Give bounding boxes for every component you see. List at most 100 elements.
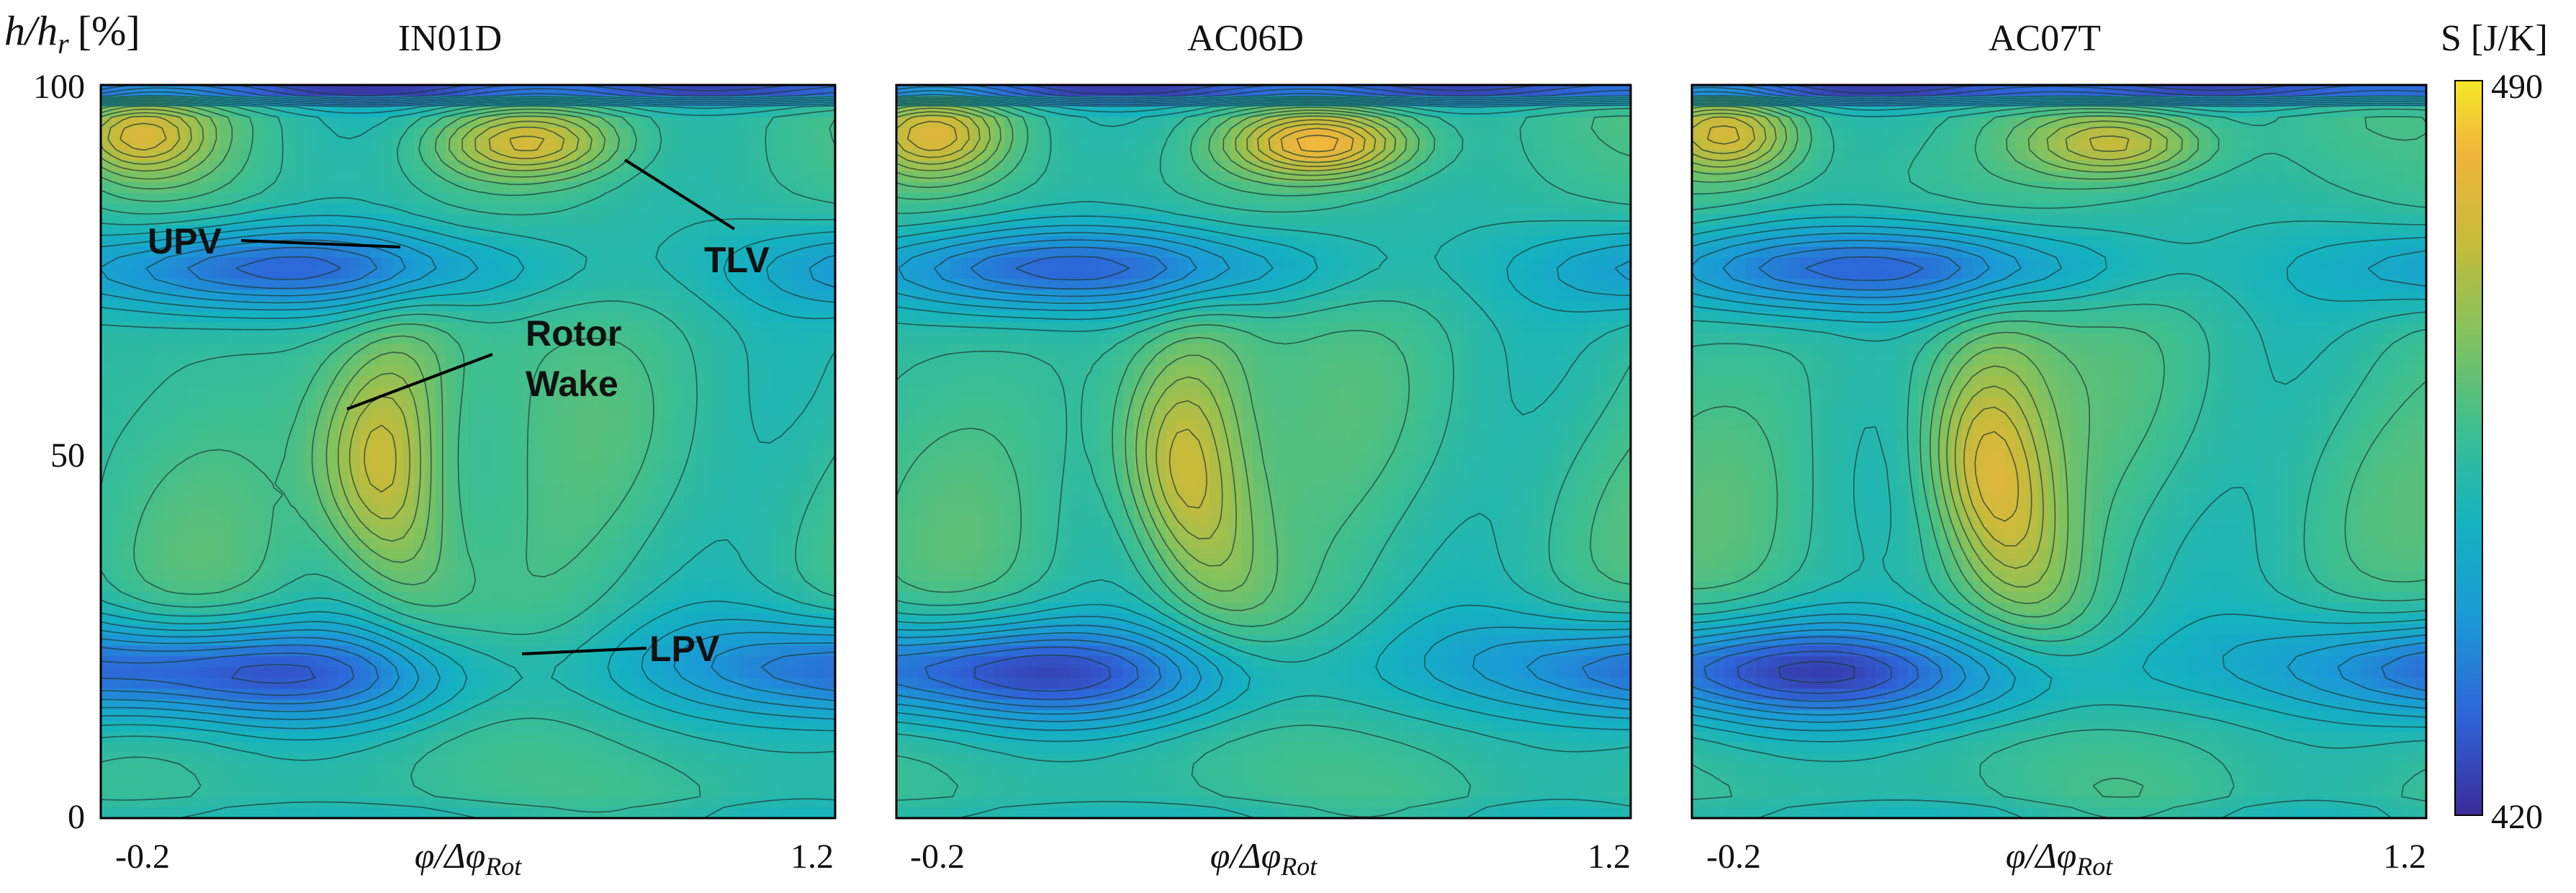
field-cell (662, 333, 674, 345)
field-cell (371, 732, 382, 744)
field-cell (1339, 127, 1351, 140)
field-cell (727, 354, 739, 367)
field-cell (252, 246, 264, 259)
field-cell (187, 796, 199, 808)
field-cell (673, 268, 685, 280)
field-cell (187, 753, 199, 765)
field-cell (371, 537, 382, 549)
field-cell (824, 580, 835, 593)
field-cell (803, 322, 814, 334)
field-cell (544, 85, 555, 97)
field-cell (198, 311, 210, 323)
field-cell (122, 656, 134, 668)
field-cell (770, 333, 782, 345)
field-cell (803, 268, 814, 280)
field-cell (641, 322, 652, 334)
field-cell (220, 117, 231, 129)
field-cell (176, 279, 188, 291)
field-cell (500, 181, 512, 194)
field-cell (274, 214, 285, 226)
field-cell (511, 344, 523, 356)
field-cell (490, 526, 501, 539)
field-cell (544, 807, 555, 818)
field-cell (814, 138, 825, 151)
field-cell (738, 408, 749, 420)
field-cell (230, 688, 242, 701)
field-cell (641, 775, 652, 786)
field-cell (468, 786, 479, 797)
field-cell (630, 678, 641, 690)
field-cell (425, 408, 436, 420)
field-cell (317, 710, 328, 722)
field-cell (166, 85, 177, 97)
field-cell (328, 387, 339, 398)
field-cell (554, 85, 566, 97)
field-cell (241, 398, 253, 409)
field-cell (673, 516, 685, 528)
field-cell (166, 667, 177, 679)
field-cell (468, 214, 479, 226)
field-cell (198, 764, 210, 776)
field-cell (101, 387, 112, 398)
field-cell (425, 117, 436, 129)
field-cell (166, 602, 177, 614)
field-cell (274, 311, 285, 323)
field-cell (166, 408, 177, 420)
field-cell (716, 807, 728, 818)
field-cell (187, 613, 199, 625)
field-cell (371, 419, 382, 431)
field-cell (500, 483, 512, 495)
field-cell (187, 462, 199, 474)
field-cell (1210, 85, 1221, 97)
field-cell (198, 570, 210, 582)
field-cell (306, 441, 318, 452)
field-cell (500, 127, 512, 140)
field-cell (760, 322, 771, 334)
field-cell (252, 127, 264, 140)
field-cell (425, 344, 436, 356)
field-cell (490, 311, 501, 323)
field-cell (349, 354, 361, 367)
field-cell (749, 203, 760, 215)
field-cell (490, 634, 501, 647)
field-cell (652, 333, 663, 345)
field-cell (133, 300, 145, 313)
field-cell (619, 376, 631, 387)
field-cell (338, 257, 350, 269)
field-cell (587, 203, 598, 215)
field-cell (544, 149, 555, 161)
field-cell (209, 203, 220, 215)
field-cell (295, 376, 307, 387)
field-cell (317, 138, 328, 151)
field-cell (101, 634, 112, 647)
field-cell (252, 678, 264, 690)
field-cell (101, 192, 112, 205)
field-cell (490, 354, 501, 367)
field-cell (803, 742, 814, 754)
field-cell (187, 570, 199, 582)
field-cell (263, 333, 274, 345)
field-cell (695, 667, 706, 679)
field-cell (187, 537, 199, 549)
field-cell (749, 160, 760, 172)
field-cell (328, 656, 339, 668)
field-cell (652, 117, 663, 129)
field-cell (1328, 85, 1340, 97)
field-cell (554, 354, 566, 367)
field-cell (792, 452, 803, 463)
field-cell (706, 721, 717, 733)
field-cell (263, 160, 274, 172)
field-cell (792, 387, 803, 398)
field-cell (522, 127, 533, 140)
field-cell (306, 85, 318, 97)
field-cell (662, 494, 674, 506)
field-cell (230, 505, 242, 517)
field-cell (155, 472, 166, 485)
field-cell (673, 570, 685, 582)
field-cell (252, 516, 264, 528)
field-cell (760, 171, 771, 183)
field-cell (338, 419, 350, 431)
field-cell (446, 387, 458, 398)
field-cell (770, 300, 782, 313)
field-cell (263, 667, 274, 679)
